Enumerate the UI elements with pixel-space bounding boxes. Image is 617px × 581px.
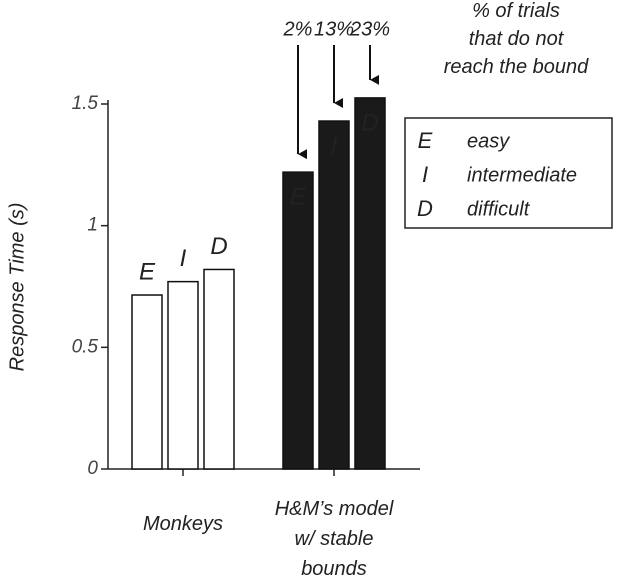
bar-letter: D bbox=[361, 109, 378, 136]
bar bbox=[131, 294, 163, 470]
bar bbox=[318, 120, 350, 470]
percent-label: 23% bbox=[349, 18, 390, 40]
bar bbox=[167, 280, 199, 470]
y-axis-label: Response Time (s) bbox=[6, 203, 28, 372]
legend-label: intermediate bbox=[467, 164, 577, 186]
x-tick-label: H&M’s model w/ stable bounds bbox=[275, 498, 394, 580]
bar-letter: E bbox=[139, 258, 156, 285]
x-tick-label: Monkeys bbox=[143, 513, 223, 535]
bar bbox=[354, 97, 386, 470]
bar-letter: I bbox=[180, 245, 187, 272]
bar-letter: I bbox=[331, 132, 338, 159]
legend-letter: E bbox=[418, 128, 433, 153]
bar bbox=[282, 171, 314, 470]
percent-label: 2% bbox=[283, 18, 313, 40]
legend-box bbox=[404, 117, 613, 229]
legend-label: difficult bbox=[467, 198, 531, 220]
legend-letter: D bbox=[417, 196, 433, 221]
percent-label: 13% bbox=[314, 18, 354, 40]
y-tick-label: 0 bbox=[87, 458, 98, 479]
legend-letter: I bbox=[422, 162, 428, 187]
annotation: % of trials that do not reach the bound bbox=[444, 0, 589, 78]
y-tick-label: 1.5 bbox=[72, 93, 99, 114]
y-tick-label: 1 bbox=[87, 215, 98, 236]
y-tick-label: 0.5 bbox=[72, 336, 99, 357]
bar bbox=[203, 268, 235, 470]
bar-letter: D bbox=[210, 233, 227, 260]
bar-letter: E bbox=[290, 183, 307, 210]
legend-label: easy bbox=[467, 130, 510, 152]
